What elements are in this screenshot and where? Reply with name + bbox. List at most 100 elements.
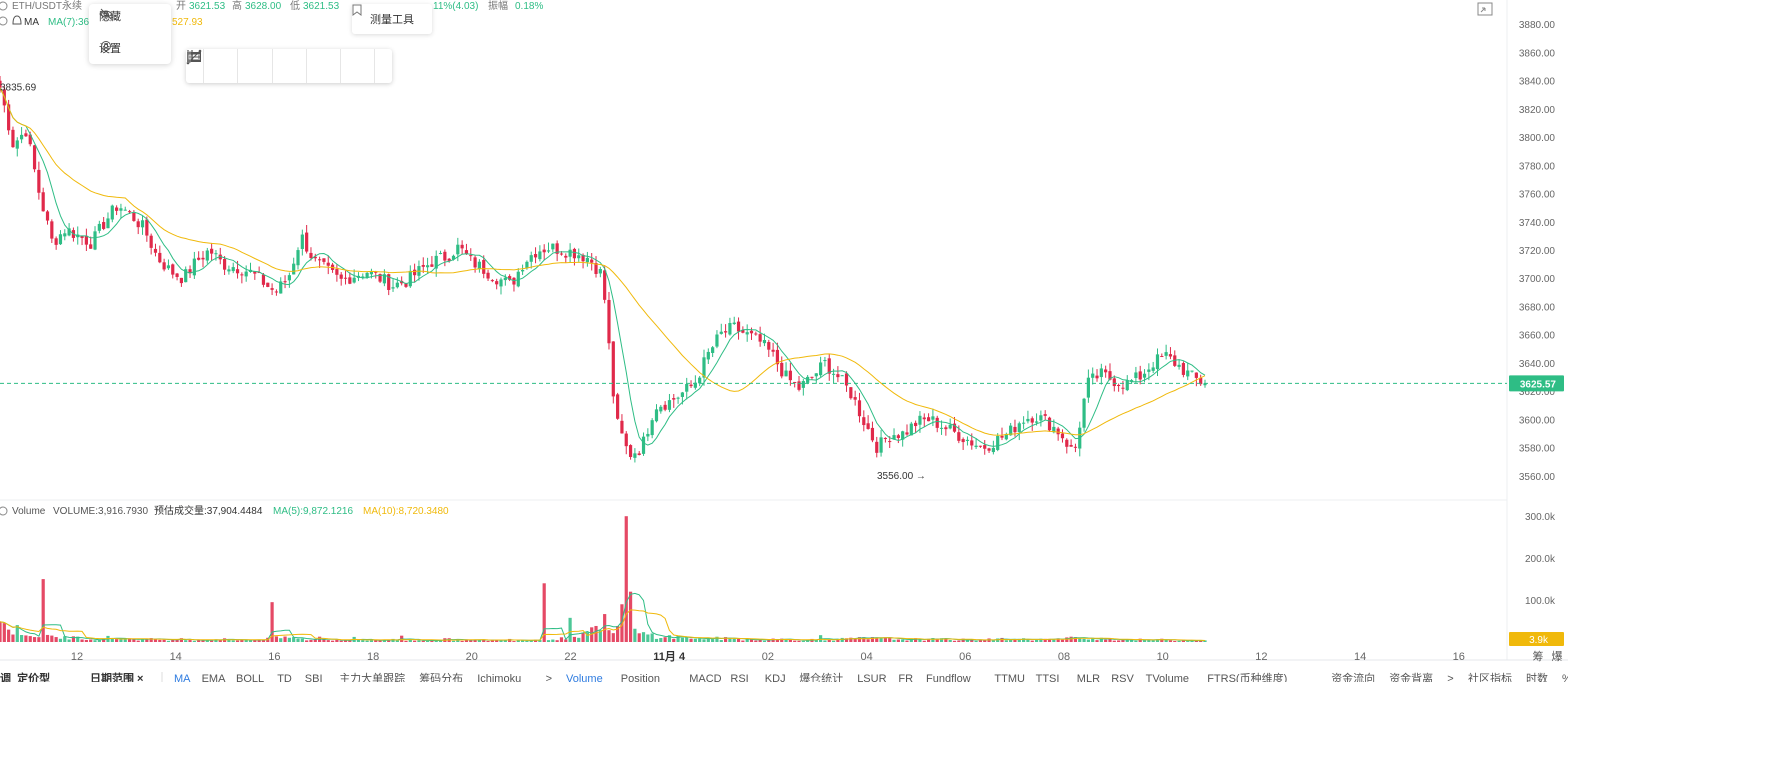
bottom-tab[interactable]: FR — [898, 673, 913, 682]
eye-off-icon — [99, 8, 113, 20]
candle-body — [844, 373, 849, 386]
bottom-tab[interactable]: 爆仓统计 — [799, 671, 843, 682]
candle-body — [240, 274, 244, 276]
volume-bar — [499, 639, 503, 642]
horizontal-ray-tool[interactable] — [187, 49, 341, 83]
volume-bar — [754, 640, 758, 642]
volume-bar — [624, 516, 628, 642]
volume-bar — [15, 625, 19, 642]
candle-body — [663, 404, 667, 410]
check-icon — [0, 16, 8, 26]
volume-bar — [451, 640, 456, 642]
bottom-tab[interactable]: % — [1562, 673, 1568, 682]
bottom-tab[interactable]: > — [546, 673, 552, 682]
volume-bar — [974, 640, 978, 642]
bottom-tab[interactable]: EMA — [202, 673, 227, 682]
bottom-tab[interactable]: RSV — [1111, 673, 1134, 682]
menu-settings[interactable]: 设置 — [99, 40, 121, 58]
candle-body — [214, 253, 218, 255]
volume-bar — [244, 639, 248, 642]
rectangle-tool[interactable] — [187, 49, 375, 83]
menu-hide[interactable]: 隐藏 — [99, 8, 121, 26]
candle-body — [520, 270, 525, 272]
parallel-channel-tool[interactable] — [187, 49, 307, 83]
bottom-tab[interactable]: 时数 — [1526, 672, 1548, 682]
bottom-tab[interactable]: Ichimoku — [477, 673, 521, 682]
bottom-tab[interactable]: 社区指标 — [1468, 671, 1512, 682]
time-axis-label: 11月 4 — [653, 650, 686, 663]
volume-bar — [844, 638, 849, 642]
candle-body — [611, 341, 615, 397]
volume-bar — [736, 638, 741, 642]
volume-bar — [361, 640, 365, 642]
horizontal-lines-tool[interactable] — [187, 49, 273, 83]
candle-body — [197, 257, 201, 260]
volume-bar — [542, 583, 546, 642]
horizontal-ray-icon — [187, 54, 201, 60]
volume-bar — [214, 639, 218, 642]
candle-body — [581, 254, 585, 262]
volume-bar — [559, 637, 564, 642]
bottom-tab[interactable]: SBI — [305, 673, 323, 682]
candle-body — [961, 439, 965, 443]
bottom-tab[interactable]: Volume — [566, 673, 603, 682]
bottom-tab[interactable]: TVolume — [1146, 673, 1189, 682]
bottom-tab[interactable]: 资金流向 — [1331, 671, 1375, 682]
price-axis-label: 3640.00 — [1519, 359, 1556, 370]
price-axis-label: 3740.00 — [1519, 218, 1556, 229]
candle-body — [1164, 352, 1168, 356]
candle-body — [369, 271, 374, 275]
candle-body — [814, 373, 818, 377]
check-icon — [0, 1, 8, 11]
bottom-tab[interactable]: 筹码分布 — [419, 671, 463, 682]
volume-bar — [857, 637, 862, 642]
volume-bar — [952, 640, 957, 642]
bottom-tab[interactable]: TTSI — [1036, 673, 1060, 682]
candle-body — [1095, 375, 1099, 379]
expand-icon — [1477, 2, 1493, 16]
candle-body — [365, 272, 369, 278]
fullscreen-button[interactable] — [1477, 2, 1493, 16]
volume-bar — [1186, 641, 1190, 642]
candle-body — [266, 282, 270, 287]
candle-body — [296, 250, 300, 266]
header-amp: 0.18% — [515, 1, 543, 12]
bottom-tab[interactable]: MLR — [1077, 673, 1100, 682]
bottom-tab[interactable]: LSUR — [857, 673, 886, 682]
candle-body — [939, 427, 944, 429]
candle-body — [1069, 444, 1073, 447]
candle-body — [508, 276, 512, 280]
volume-bar — [11, 634, 15, 642]
bottom-tab[interactable]: Position — [621, 673, 660, 682]
candle-body — [434, 255, 438, 269]
candle-body — [322, 258, 326, 262]
bottom-tab[interactable]: MA — [174, 673, 191, 682]
kline-chart[interactable]: ETH/USDT永续开 3621.53 高 3628.00 低 3621.53 11%(4.… — [0, 0, 1568, 682]
candle-body — [628, 445, 633, 457]
candle-body — [1039, 415, 1043, 421]
measure-tool-button[interactable]: 测量工具 — [352, 4, 432, 34]
volume-bar — [555, 640, 559, 642]
candle-body — [771, 349, 775, 352]
bottom-tab[interactable]: TTMU — [994, 673, 1025, 682]
bottom-tab[interactable]: MACD — [689, 673, 721, 682]
bottom-tab[interactable]: 资金背离 — [1389, 671, 1433, 682]
bottom-tab[interactable]: 主力大单跟踪 — [339, 671, 405, 682]
bottom-tab[interactable]: TD — [277, 673, 292, 682]
toolbar-more[interactable] — [187, 49, 392, 83]
candle-body — [754, 333, 758, 335]
bottom-tab[interactable]: KDJ — [765, 673, 786, 682]
volume-bar — [853, 638, 857, 642]
candle-body — [473, 257, 477, 268]
bottom-tab[interactable]: > — [1447, 673, 1453, 682]
candle-body — [1190, 370, 1194, 372]
bottom-tab[interactable]: BOLL — [236, 673, 264, 682]
candle-body — [7, 104, 11, 131]
bottom-tab[interactable]: RSI — [730, 673, 748, 682]
bottom-tab[interactable]: Fundflow — [926, 673, 971, 682]
candle-body — [702, 357, 706, 378]
trend-line-tool[interactable] — [186, 49, 239, 83]
volume-bar — [728, 637, 732, 642]
chart-canvas[interactable]: ETH/USDT永续开 3621.53 高 3628.00 低 3621.53 11%(4.… — [0, 0, 1568, 682]
bottom-tab[interactable]: FTRS(币种维度) — [1207, 671, 1287, 682]
